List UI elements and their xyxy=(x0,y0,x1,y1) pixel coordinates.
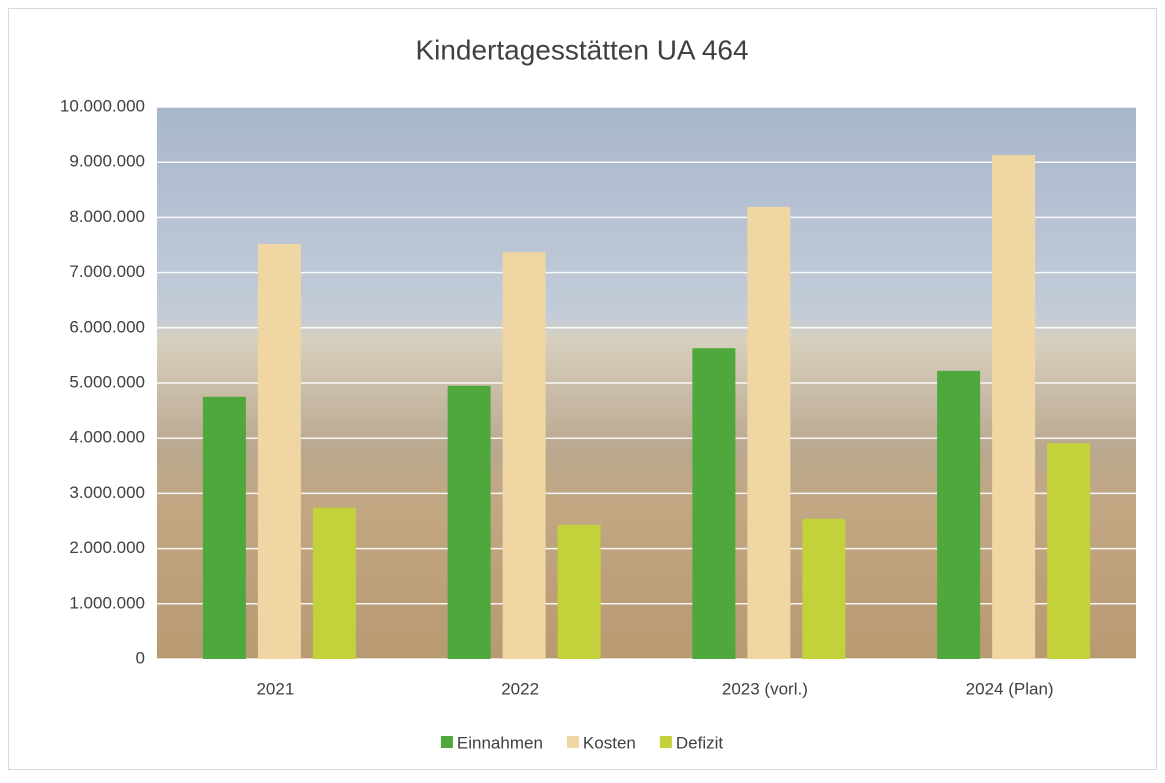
bar xyxy=(747,206,791,660)
y-tick-label: 0 xyxy=(136,648,145,667)
legend-swatch xyxy=(659,736,672,748)
y-tick-label: 7.000.000 xyxy=(69,262,145,281)
bar xyxy=(1047,443,1091,659)
bar xyxy=(557,524,601,659)
x-tick-label: 2021 xyxy=(256,679,294,698)
bar xyxy=(312,507,356,659)
bar xyxy=(502,252,546,659)
y-tick-label: 10.000.000 xyxy=(60,96,145,115)
legend-label: Einnahmen xyxy=(457,733,543,752)
bar xyxy=(937,370,981,659)
bar xyxy=(992,155,1036,660)
bar xyxy=(202,396,246,659)
bar xyxy=(692,348,736,659)
legend-label: Defizit xyxy=(676,733,724,752)
y-tick-label: 1.000.000 xyxy=(69,593,145,612)
y-tick-label: 8.000.000 xyxy=(69,207,145,226)
legend-label: Kosten xyxy=(583,733,636,752)
chart-title: Kindertagesstätten UA 464 xyxy=(415,34,748,65)
x-tick-label: 2023 (vorl.) xyxy=(722,679,808,698)
y-tick-label: 6.000.000 xyxy=(69,317,145,336)
bar xyxy=(802,518,846,659)
bar xyxy=(447,385,491,659)
y-tick-label: 2.000.000 xyxy=(69,538,145,557)
x-tick-label: 2022 xyxy=(501,679,539,698)
y-tick-label: 3.000.000 xyxy=(69,483,145,502)
y-tick-label: 9.000.000 xyxy=(69,152,145,171)
y-tick-label: 4.000.000 xyxy=(69,428,145,447)
y-tick-label: 5.000.000 xyxy=(69,372,145,391)
x-tick-label: 2024 (Plan) xyxy=(966,679,1054,698)
legend-swatch xyxy=(566,736,579,748)
bar xyxy=(257,243,301,659)
legend-swatch xyxy=(440,736,453,748)
